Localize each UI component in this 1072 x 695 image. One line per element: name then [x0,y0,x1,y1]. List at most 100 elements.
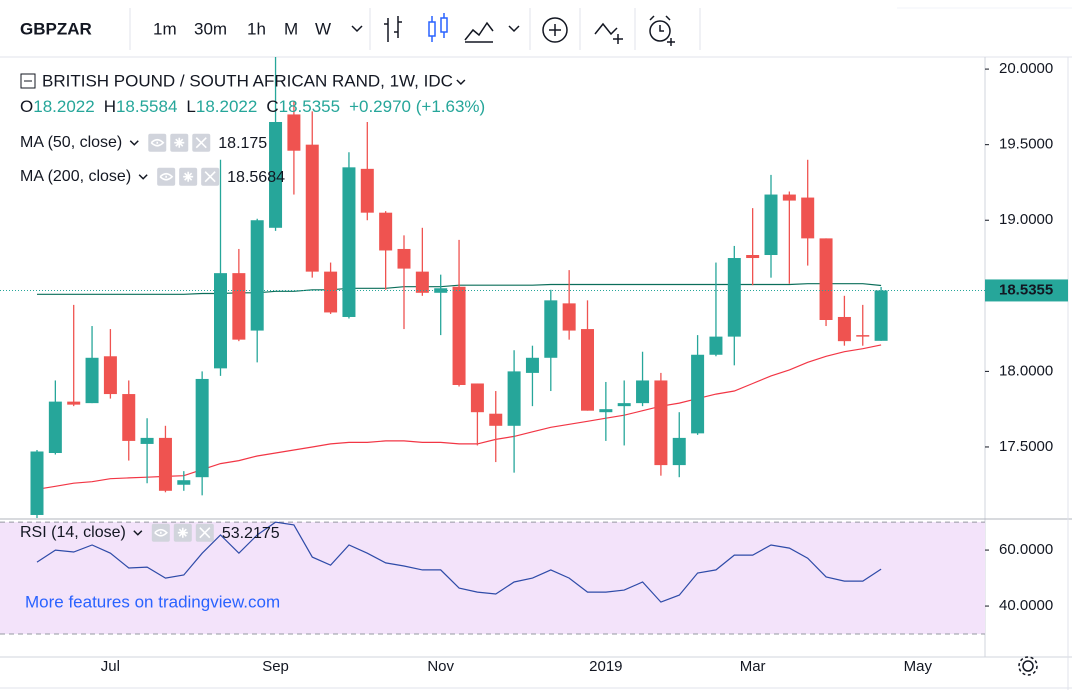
legend-menu[interactable] [133,530,143,536]
legend: BRITISH POUND / SOUTH AFRICAN RAND, 1W, … [20,71,485,541]
price-tag-label: 18.5355 [999,281,1053,298]
candle-body [324,271,338,313]
settings-icon[interactable] [1018,656,1038,676]
y-tick-label: 19.0000 [999,211,1053,228]
legend-gear-icon [174,137,185,148]
candle-body [764,194,778,256]
axes: 60.0000 40.0000 18.5355 20.0000 19.5000 19.00… [101,60,1068,675]
candle-body [250,220,264,331]
moving-average [36,344,882,490]
toolbar [0,0,1072,57]
candle-body [434,288,448,293]
x-tick-label: 2019 [589,658,622,675]
alert-icon[interactable] [649,15,675,46]
candle-body [305,144,319,272]
ohlc-value: 18.5355 [279,97,340,116]
candle-body [562,303,576,331]
candle-body [158,437,172,491]
ohlc-prefix: H [104,97,116,116]
candle-body [489,413,503,426]
x-tick-label: Sep [262,658,289,675]
interval-button[interactable]: 30m [194,19,227,38]
candle-body [874,290,888,341]
candle-body [599,409,613,413]
style-menu[interactable] [508,25,520,33]
indicator-name[interactable]: MA (200, close) [20,168,131,185]
candle-body [195,378,209,478]
candle-style-icon[interactable] [428,13,448,42]
candle-body [654,380,668,466]
candle-body [507,371,521,426]
candle-body [544,300,558,358]
candle-body [636,380,650,404]
x-tick-label: Mar [740,658,766,675]
legend-close-icon [199,527,211,539]
rsi-line [36,521,882,603]
x-tick-label: Jul [101,658,120,675]
area-style-icon[interactable] [464,21,494,43]
legend-close-icon [204,171,216,183]
rsi-pane [0,521,985,635]
price-tag [985,279,1068,302]
candle-body [30,451,44,515]
candle-body [672,437,686,466]
candle-body [287,114,301,151]
candle-body [48,401,62,454]
change-label: +0.2970 (+1.63%) [349,97,485,116]
legend-eye-icon [159,172,174,181]
interval-menu[interactable] [351,25,363,33]
ohlc-value: 18.2022 [196,97,257,116]
interval-button[interactable]: W [315,19,331,38]
legend-eye-icon [154,528,168,537]
candle-body [214,273,227,369]
candle-body [581,329,594,411]
compare-icon[interactable] [542,17,568,43]
indicator-name[interactable]: MA (50, close) [20,134,122,151]
x-tick-label: Nov [427,658,454,675]
candle-body [782,194,796,201]
y-tick-label: 20.0000 [999,60,1053,77]
candle-body [470,383,484,413]
y-tick-label: 17.5000 [999,438,1053,455]
candle-body [415,271,429,293]
ohlc-line: O18.2022 H18.5584 L18.2022 C18.5355 +0.2970 … [20,97,485,116]
chart-title: BRITISH POUND / SOUTH AFRICAN RAND, 1W, … [42,71,453,90]
candle-body [397,248,411,269]
interval-button[interactable]: 1h [247,19,266,38]
ohlc-prefix: O [20,97,33,116]
candle-body [85,357,99,404]
rsi-tick-label: 40.0000 [999,597,1053,614]
rsi-band [0,522,985,635]
indicators-icon[interactable] [594,22,623,44]
candle-body [269,121,283,228]
candle-body [232,273,246,340]
collapse-icon[interactable] [20,73,36,89]
legend-eye-icon [150,138,165,147]
title-menu[interactable] [456,79,466,86]
legend-menu[interactable] [129,140,139,146]
symbol[interactable]: GBPZAR [20,19,92,38]
candle-body [525,357,539,373]
candle-body [103,356,117,395]
x-tick-label: May [904,658,933,675]
candle-body [819,238,833,320]
indicator-name[interactable]: RSI (14, close) [20,524,126,541]
legend-gear-icon [177,527,188,538]
indicator-value: 18.175 [218,135,267,152]
candle-body [342,167,356,317]
candle-body [379,212,393,251]
candle-body [177,480,191,485]
candle-body [67,401,81,405]
candle-body [856,335,870,337]
rsi-tick-label: 60.0000 [999,541,1053,558]
candle-body [801,197,815,239]
interval-button[interactable]: M [284,19,298,38]
legend-menu[interactable] [138,174,148,180]
watermark[interactable]: More features on tradingview.com [25,592,280,611]
indicator-value: 18.5684 [227,169,285,186]
ohlc-value: 18.5584 [116,97,177,116]
price-pane [0,57,985,518]
y-tick-label: 19.5000 [999,136,1053,153]
interval-button[interactable]: 1m [153,19,177,38]
